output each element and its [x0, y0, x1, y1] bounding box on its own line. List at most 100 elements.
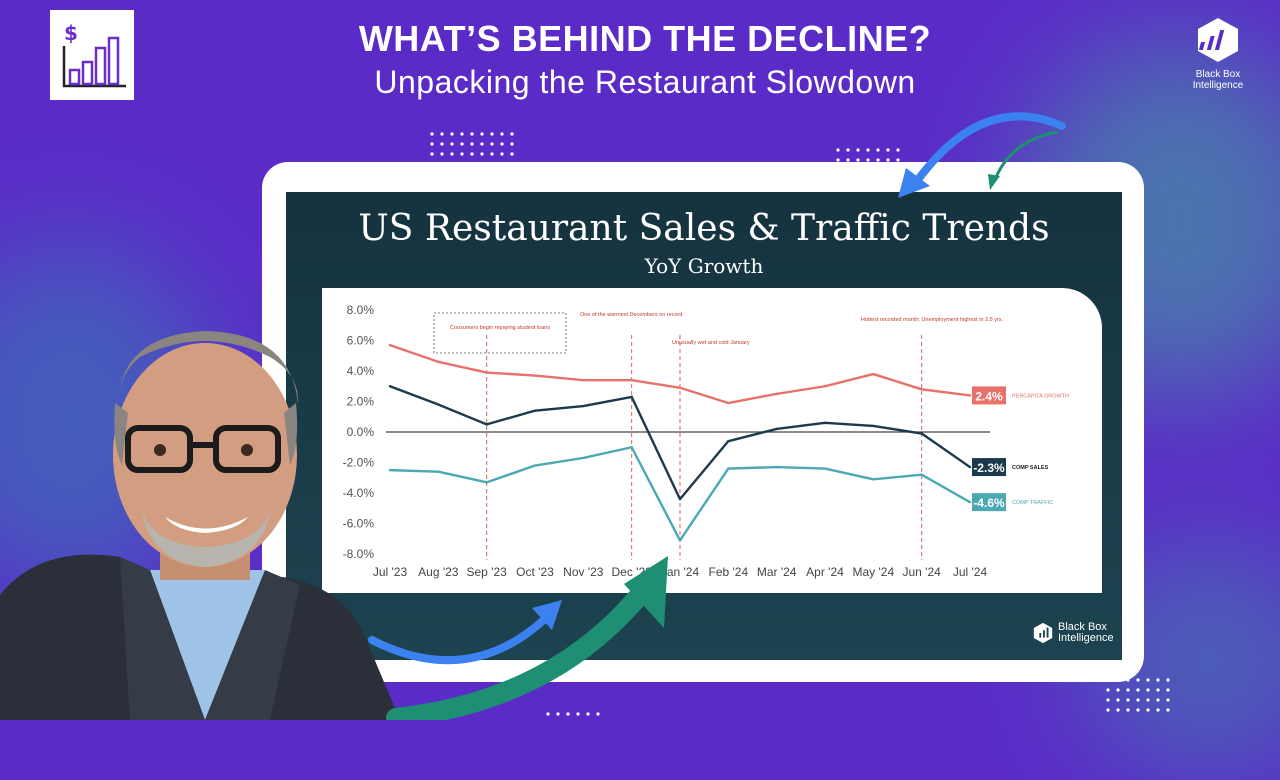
data-point [533, 464, 537, 467]
decorative-arrows [368, 112, 1066, 720]
y-tick-label: 4.0% [347, 364, 375, 378]
dollar-bar-chart-icon: $ [62, 21, 126, 88]
data-point [727, 401, 730, 405]
plot-area: -8.0% -6.0% -4.0% -2.0% 0.0% 2.0% 4.0% 6.0% 8.0%… [322, 288, 1102, 593]
data-point [823, 421, 827, 425]
arrow-head [624, 556, 668, 628]
data-point [678, 539, 682, 542]
brand-name-sub: Intelligence [1192, 80, 1244, 91]
data-point [437, 470, 440, 473]
annotation-box [433, 312, 567, 354]
x-tick-label: Sep '23 [467, 565, 508, 579]
annotation-text: Consumers begin repaying student loans [450, 325, 550, 331]
y-tick-label: 6.0% [347, 334, 375, 348]
x-tick-label: Jun '24 [903, 565, 942, 579]
data-point [968, 465, 972, 469]
x-tick-label: May '24 [853, 565, 895, 579]
x-tick-label: Feb '24 [709, 565, 749, 579]
data-point [678, 497, 682, 501]
data-point [533, 409, 537, 412]
data-point [437, 360, 440, 364]
y-tick-label: 0.0% [347, 425, 375, 439]
data-point [872, 424, 875, 428]
data-point [388, 385, 392, 388]
dot-pattern [836, 148, 900, 162]
data-point [630, 395, 633, 399]
page-subtitle: Unpacking the Restaurant Slowdown [374, 64, 916, 100]
hexagon-bars-icon [1198, 18, 1238, 62]
data-point [485, 481, 488, 484]
data-point [437, 403, 440, 406]
data-point [388, 343, 392, 347]
y-tick-label: 8.0% [347, 303, 375, 317]
y-tick-label: -4.0% [343, 486, 375, 500]
chart-brand-name-sub: Intelligence [1058, 632, 1114, 644]
annotation-text: Unusually wet and cold January [672, 340, 750, 346]
data-point [678, 386, 682, 389]
data-point [920, 473, 923, 476]
y-tick-label: -6.0% [343, 517, 375, 531]
x-tick-label: Mar '24 [757, 565, 797, 579]
x-tick-label: Oct '23 [516, 565, 554, 579]
data-point [920, 388, 923, 391]
chart-slide: US Restaurant Sales & Traffic Trends YoY… [286, 192, 1122, 660]
x-tick-label: Nov '23 [563, 565, 604, 579]
annotation-text: Hottest recorded month; Unemployment hig… [861, 317, 1004, 323]
end-value-label: -2.3% [973, 461, 1005, 475]
brand-name: Black Box [1195, 69, 1241, 80]
data-point [775, 465, 778, 469]
series-label: COMP TRAFFIC [1012, 500, 1053, 506]
data-point [920, 432, 923, 435]
dot-pattern [430, 132, 514, 156]
curved-arrow [908, 112, 1066, 192]
data-point [388, 468, 392, 472]
data-point [582, 456, 585, 460]
data-point [727, 439, 730, 443]
data-point [872, 478, 875, 481]
data-point [533, 374, 537, 377]
series-label: COMP SALES [1012, 465, 1049, 471]
channel-logo: $ [50, 10, 134, 100]
data-point [630, 446, 633, 449]
series-label: PERCAPITA GROWTH [1012, 393, 1069, 399]
data-point [582, 404, 585, 408]
curved-arrow [992, 130, 1059, 183]
data-point [727, 467, 730, 470]
data-point [823, 385, 827, 388]
y-tick-label: -8.0% [343, 547, 375, 561]
chart-subtitle: YoY Growth [644, 254, 764, 278]
x-tick-label: Jul '24 [953, 565, 988, 579]
end-value-badge [972, 458, 1006, 477]
x-tick-label: Aug '23 [418, 565, 459, 579]
presenter-photo [0, 331, 400, 720]
end-value-badge [972, 386, 1006, 405]
arrow-head [532, 600, 562, 630]
data-point [630, 378, 633, 382]
end-value-badge [972, 493, 1006, 512]
brand-logo: Black Box Intelligence [1190, 16, 1246, 91]
data-point [968, 394, 972, 397]
arrow-head [988, 174, 1000, 190]
curved-arrow [368, 612, 552, 665]
end-value-label: 2.4% [975, 389, 1003, 403]
data-point [582, 378, 585, 382]
data-point [485, 423, 488, 426]
curved-arrow [386, 572, 660, 720]
chart-brand-name: Black Box [1058, 621, 1107, 633]
chart-title: US Restaurant Sales & Traffic Trends [358, 208, 1050, 249]
x-tick-label: Apr '24 [806, 565, 844, 579]
data-point [485, 371, 488, 374]
data-point [823, 467, 827, 470]
annotation-text: One of the warmest Decembers on record [580, 312, 682, 318]
arrow-head [898, 168, 930, 198]
line-chart: -8.0% -6.0% -4.0% -2.0% 0.0% 2.0% 4.0% 6.0% 8.0%… [343, 303, 1069, 579]
dot-pattern [546, 712, 600, 716]
hexagon-bars-icon [1033, 622, 1053, 644]
end-value-label: -4.6% [973, 496, 1005, 510]
x-tick-label: Jul '23 [373, 565, 408, 579]
y-tick-label: -2.0% [343, 456, 375, 470]
data-point [872, 372, 875, 376]
chart-brand-logo: Black Box Intelligence [1032, 622, 1114, 649]
data-point [775, 427, 778, 431]
y-tick-label: 2.0% [347, 395, 375, 409]
